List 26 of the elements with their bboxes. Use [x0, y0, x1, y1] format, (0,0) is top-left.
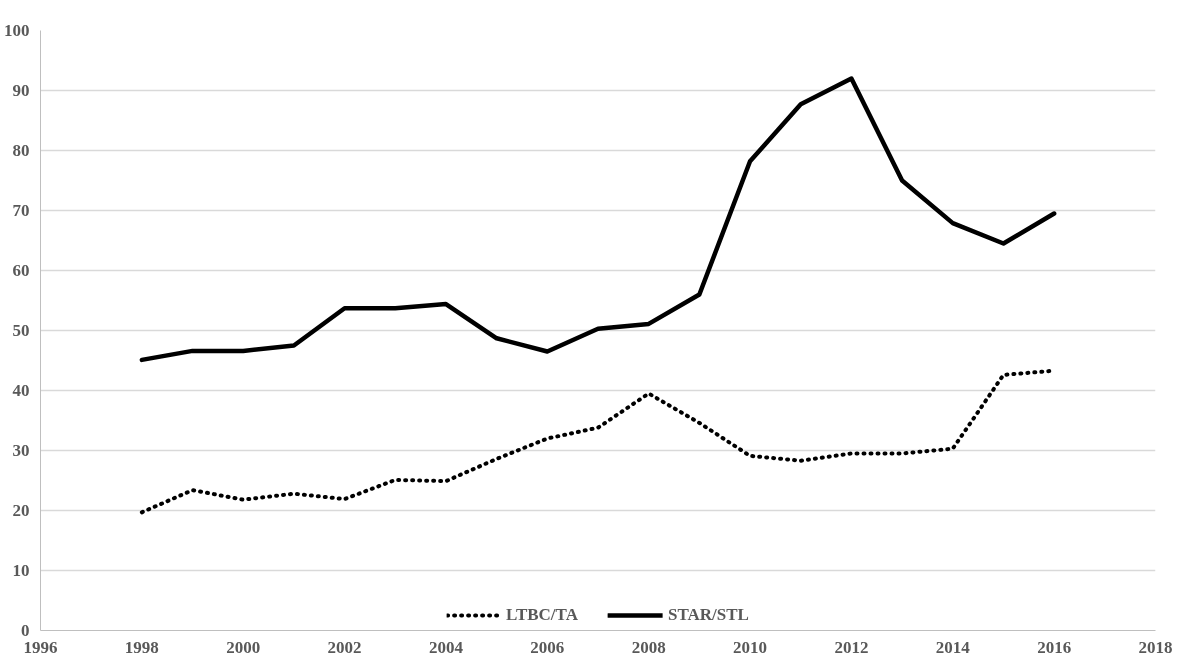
x-tick-label: 2000 — [226, 637, 261, 657]
y-tick-label: 100 — [4, 21, 30, 40]
y-tick-label: 40 — [12, 381, 30, 400]
x-tick-label: 2018 — [1138, 637, 1173, 657]
x-tick-label: 1996 — [23, 637, 58, 657]
y-tick-label: 80 — [12, 141, 30, 160]
y-tick-label: 70 — [12, 201, 30, 220]
y-tick-label: 60 — [12, 261, 30, 280]
y-tick-label: 0 — [21, 621, 30, 640]
y-tick-label: 90 — [12, 81, 30, 100]
y-tick-label: 20 — [12, 501, 30, 520]
x-tick-label: 2014 — [935, 637, 971, 657]
x-tick-label: 2004 — [428, 637, 464, 657]
y-tick-label: 30 — [12, 441, 30, 460]
x-tick-label: 2006 — [530, 637, 565, 657]
legend-label: STAR/STL — [667, 605, 749, 625]
x-tick-label: 2012 — [834, 637, 869, 657]
x-tick-label: 2008 — [631, 637, 666, 657]
line-series — [139, 76, 1057, 363]
x-tick-label: 2010 — [733, 637, 768, 657]
y-tick-label: 10 — [12, 561, 30, 580]
x-tick-label: 1998 — [124, 637, 159, 657]
x-tick-label: 2016 — [1037, 637, 1072, 657]
legend-label: LTBC/TA — [506, 605, 578, 625]
y-tick-label: 50 — [12, 321, 30, 340]
x-tick-label: 2002 — [327, 637, 362, 657]
